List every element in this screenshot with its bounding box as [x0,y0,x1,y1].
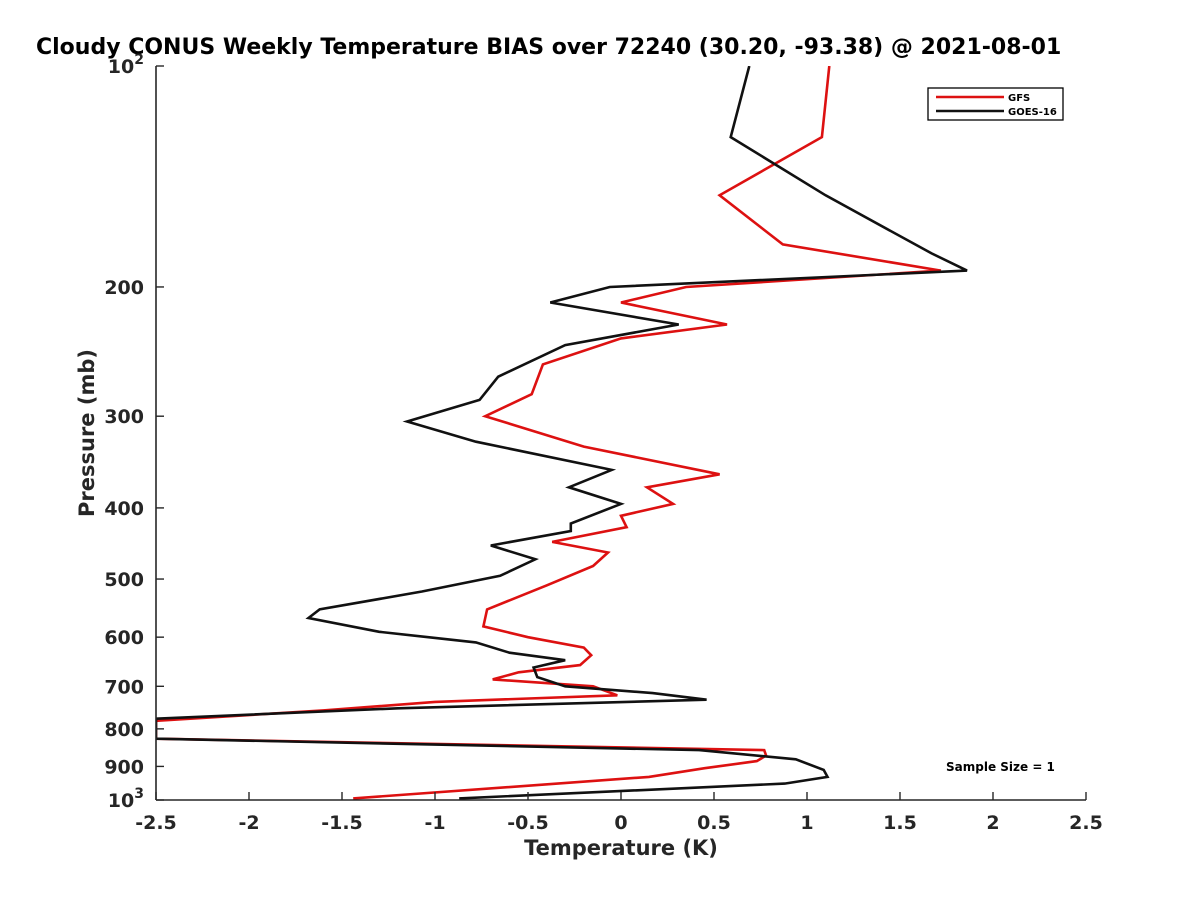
x-tick-label: -1.5 [321,812,363,834]
x-tick-label: -2.5 [135,812,177,834]
y-tick-label: 103 [108,786,144,812]
y-tick-label: 800 [104,719,144,741]
y-axis-title: Pressure (mb) [75,349,99,517]
x-tick-label: -1 [424,812,445,834]
series-line-goes-16 [156,66,968,800]
y-tick-label: 900 [104,756,144,778]
y-tick-label: 200 [104,277,144,299]
y-tick-label: 300 [104,406,144,428]
x-tick-label: 0 [614,812,627,834]
x-tick-label: -0.5 [507,812,549,834]
legend-box [927,87,1064,121]
x-tick-label: 1 [800,812,813,834]
legend: GFS GOES-16 [927,87,1064,121]
chart-title: Cloudy CONUS Weekly Temperature BIAS ove… [36,35,1061,60]
series-line-gfs [156,66,942,800]
sample-size-annotation: Sample Size = 1 [946,760,1055,774]
x-tick-label: -2 [238,812,259,834]
x-tick-label: 2 [986,812,999,834]
y-tick-label: 700 [104,676,144,698]
y-tick-label: 500 [104,569,144,591]
y-tick-label: 400 [104,498,144,520]
legend-label-goes16: GOES-16 [1008,107,1057,118]
x-axis-title: Temperature (K) [524,836,718,860]
x-tick-label: 2.5 [1069,812,1103,834]
y-tick-label: 600 [104,627,144,649]
x-tick-label: 0.5 [697,812,731,834]
y-tick-label: 102 [108,52,144,78]
x-tick-label: 1.5 [883,812,917,834]
legend-label-gfs: GFS [1008,93,1030,104]
